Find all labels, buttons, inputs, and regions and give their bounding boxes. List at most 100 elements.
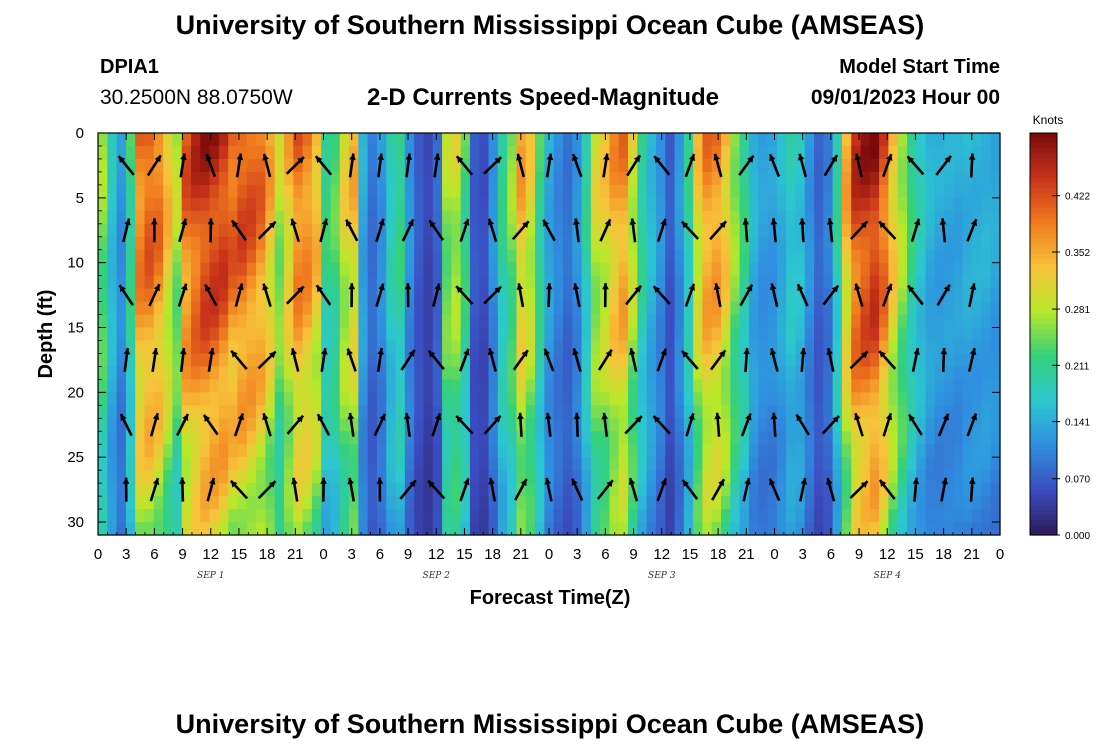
- heatmap-cell: [590, 133, 601, 147]
- heatmap-cell: [544, 145, 555, 160]
- heatmap-cell: [879, 145, 890, 160]
- heatmap-cell: [209, 444, 220, 458]
- heatmap-cell: [944, 314, 955, 329]
- heatmap-cell: [711, 496, 722, 510]
- heatmap-cell: [237, 301, 248, 316]
- heatmap-cell: [423, 184, 434, 199]
- heatmap-cell: [665, 210, 676, 225]
- heatmap-cell: [265, 353, 276, 368]
- current-arrow: [347, 477, 356, 502]
- heatmap-cell: [507, 184, 518, 199]
- heatmap-cell: [804, 522, 815, 536]
- heatmap-cell: [525, 418, 536, 432]
- heatmap-cell: [153, 509, 164, 523]
- heatmap-cell: [395, 158, 406, 173]
- heatmap-cell: [469, 210, 480, 225]
- heatmap-cell: [163, 262, 173, 277]
- heatmap-cell: [469, 158, 480, 173]
- current-arrow: [399, 479, 417, 500]
- heatmap-cell: [525, 223, 536, 238]
- heatmap-cell: [414, 197, 425, 212]
- heatmap-cell: [497, 210, 508, 225]
- heatmap-cell: [711, 509, 722, 523]
- heatmap-cell: [934, 418, 945, 432]
- heatmap-cell: [869, 457, 880, 471]
- heatmap-cell: [228, 249, 239, 264]
- colorbar-swatch: [1030, 288, 1057, 295]
- heatmap-cell: [600, 249, 611, 264]
- heatmap-cell: [981, 210, 992, 225]
- heatmap-cell: [739, 236, 750, 251]
- heatmap-cell: [739, 353, 750, 368]
- heatmap-cell: [181, 171, 192, 186]
- heatmap-cell: [804, 405, 815, 419]
- heatmap-cell: [916, 301, 927, 316]
- heatmap-cell: [795, 275, 806, 290]
- heatmap-cell: [535, 509, 545, 523]
- heatmap-cell: [488, 133, 499, 147]
- current-arrow: [262, 412, 272, 437]
- heatmap-cell: [553, 496, 564, 510]
- heatmap-cell: [972, 210, 982, 225]
- heatmap-cell: [525, 327, 536, 342]
- heatmap-cell: [553, 197, 564, 212]
- heatmap-cell: [246, 301, 257, 316]
- heatmap-cell: [98, 470, 108, 484]
- current-arrow: [151, 218, 158, 243]
- heatmap-cell: [553, 133, 564, 147]
- colorbar-swatch: [1030, 354, 1057, 360]
- heatmap-cell: [814, 340, 824, 355]
- heatmap-cell: [358, 301, 369, 316]
- heatmap-cell: [609, 197, 620, 212]
- current-arrow: [545, 283, 553, 308]
- heatmap-cell: [163, 496, 173, 510]
- heatmap-cell: [116, 236, 127, 251]
- current-arrow: [431, 412, 442, 437]
- heatmap-cell: [432, 457, 443, 471]
- heatmap-cell: [739, 145, 750, 160]
- heatmap-cell: [814, 496, 824, 510]
- heatmap-cell: [637, 314, 648, 329]
- heatmap-cell: [497, 223, 508, 238]
- heatmap-cell: [572, 145, 583, 160]
- heatmap-cell: [116, 327, 127, 342]
- heatmap-cell: [460, 379, 471, 393]
- heatmap-cell: [879, 522, 890, 536]
- heatmap-cell: [981, 522, 992, 536]
- heatmap-cell: [469, 262, 480, 277]
- heatmap-cell: [711, 184, 722, 199]
- heatmap-cell: [665, 431, 676, 445]
- heatmap-cell: [590, 197, 601, 212]
- heatmap-cell: [442, 236, 452, 251]
- current-arrow: [713, 153, 723, 178]
- colorbar-swatch: [1030, 414, 1057, 421]
- colorbar-swatch: [1030, 188, 1057, 194]
- heatmap-cell: [256, 366, 266, 380]
- colorbar-swatch: [1030, 514, 1057, 521]
- x-tick-label: 21: [738, 546, 755, 563]
- heatmap-cell: [674, 444, 685, 458]
- heatmap-cell: [525, 470, 536, 484]
- heatmap-cell: [953, 249, 964, 264]
- heatmap-cell: [795, 145, 806, 160]
- heatmap-cell: [404, 496, 415, 510]
- heatmap-cell: [237, 171, 248, 186]
- heatmap-cell: [339, 223, 350, 238]
- heatmap-cell: [581, 158, 592, 173]
- heatmap-cell: [553, 444, 564, 458]
- heatmap-cell: [832, 288, 843, 303]
- current-arrow: [907, 284, 924, 306]
- heatmap-cell: [637, 327, 648, 342]
- heatmap-cell: [795, 366, 806, 380]
- heatmap-cell: [618, 301, 629, 316]
- heatmap-cell: [395, 496, 406, 510]
- heatmap-cell: [283, 133, 294, 147]
- heatmap-cell: [274, 509, 285, 523]
- heatmap-cell: [767, 145, 778, 160]
- heatmap-cell: [944, 262, 955, 277]
- heatmap-cell: [265, 158, 276, 173]
- heatmap-cell: [916, 431, 927, 445]
- heatmap-cell: [748, 314, 759, 329]
- heatmap-cell: [888, 133, 899, 147]
- heatmap-cell: [265, 184, 276, 199]
